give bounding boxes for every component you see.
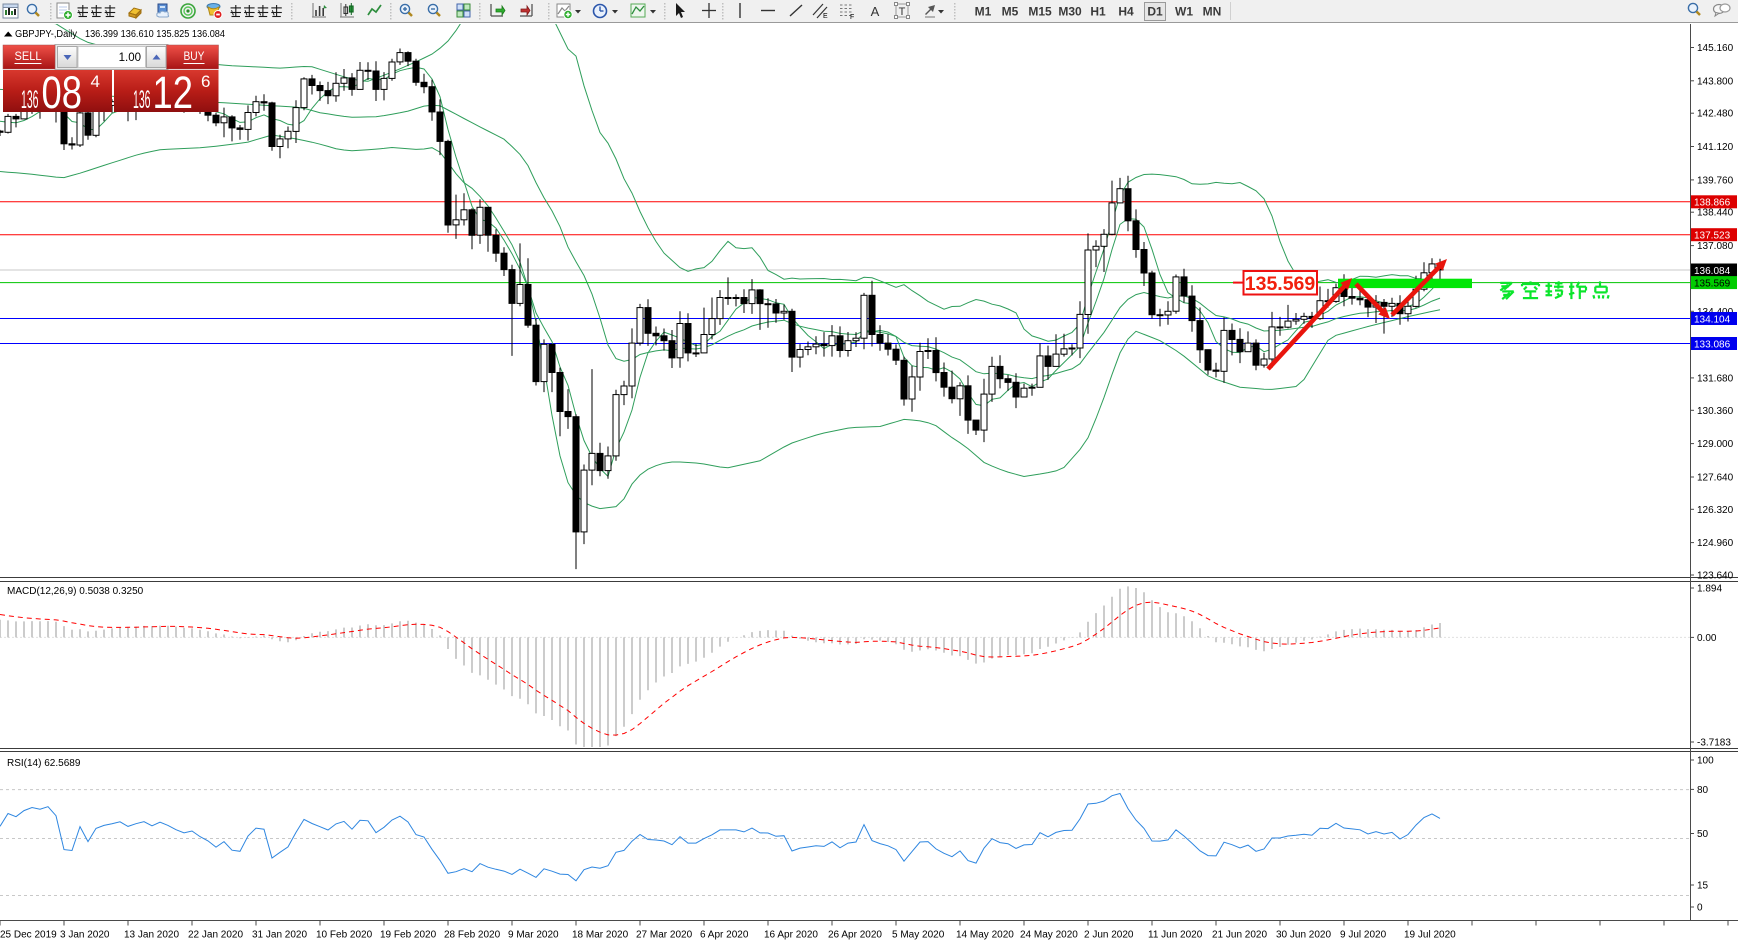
svg-text:136.399 136.610 135.825 136.08: 136.399 136.610 135.825 136.084: [85, 29, 225, 40]
svg-text:E: E: [823, 13, 828, 20]
svg-text:127.640: 127.640: [1697, 473, 1734, 484]
svg-text:80: 80: [1697, 785, 1709, 796]
svg-text:-3.7183: -3.7183: [1697, 738, 1731, 749]
svg-text:SELL: SELL: [15, 51, 43, 63]
svg-text:124.960: 124.960: [1697, 538, 1734, 549]
svg-text:100: 100: [1697, 756, 1714, 767]
svg-text:137.080: 137.080: [1697, 241, 1734, 252]
svg-text:19 Jul 2020: 19 Jul 2020: [1404, 930, 1456, 941]
svg-text:139.760: 139.760: [1697, 175, 1734, 186]
svg-text:28 Feb 2020: 28 Feb 2020: [444, 930, 501, 941]
svg-text:4: 4: [91, 72, 100, 91]
svg-text:24 May 2020: 24 May 2020: [1020, 930, 1078, 941]
svg-text:F: F: [850, 14, 854, 21]
svg-text:1.894: 1.894: [1697, 584, 1722, 595]
svg-text:19 Feb 2020: 19 Feb 2020: [380, 930, 437, 941]
svg-text:M5: M5: [1002, 5, 1019, 19]
svg-text:141.120: 141.120: [1697, 142, 1734, 153]
svg-text:143.800: 143.800: [1697, 76, 1734, 87]
svg-text:2 Jun 2020: 2 Jun 2020: [1084, 930, 1134, 941]
svg-text:T: T: [899, 6, 906, 18]
svg-text:137.523: 137.523: [1694, 231, 1731, 242]
svg-text:136: 136: [21, 86, 39, 114]
svg-text:10 Feb 2020: 10 Feb 2020: [316, 930, 373, 941]
svg-text:M15: M15: [1028, 5, 1052, 19]
svg-text:134.104: 134.104: [1694, 314, 1731, 325]
svg-text:14 May 2020: 14 May 2020: [956, 930, 1014, 941]
svg-text:D1: D1: [1147, 5, 1163, 19]
svg-text:135.569: 135.569: [1694, 278, 1731, 289]
svg-text:6 Apr 2020: 6 Apr 2020: [700, 930, 749, 941]
svg-text:131.680: 131.680: [1697, 373, 1734, 384]
svg-text:12: 12: [153, 67, 194, 118]
svg-text:133.086: 133.086: [1694, 339, 1731, 350]
svg-text:RSI(14) 62.5689: RSI(14) 62.5689: [7, 758, 81, 769]
svg-text:27 Mar 2020: 27 Mar 2020: [636, 930, 693, 941]
svg-text:5 May 2020: 5 May 2020: [892, 930, 945, 941]
svg-text:BUY: BUY: [184, 51, 205, 63]
svg-text:129.000: 129.000: [1697, 439, 1734, 450]
svg-text:A: A: [871, 4, 880, 19]
svg-text:145.160: 145.160: [1697, 43, 1734, 54]
svg-text:H1: H1: [1090, 5, 1106, 19]
svg-text:M30: M30: [1058, 5, 1082, 19]
svg-text:142.480: 142.480: [1697, 109, 1734, 120]
svg-text:25 Dec 2019: 25 Dec 2019: [0, 930, 57, 941]
svg-text:136.084: 136.084: [1694, 266, 1731, 277]
svg-text:MACD(12,26,9) 0.5038 0.3250: MACD(12,26,9) 0.5038 0.3250: [7, 586, 144, 597]
svg-text:GBPJPY-,Daily: GBPJPY-,Daily: [15, 29, 77, 40]
svg-text:08: 08: [42, 67, 83, 118]
svg-text:MN: MN: [1203, 5, 1222, 19]
svg-text:H4: H4: [1118, 5, 1134, 19]
svg-text:138.866: 138.866: [1694, 198, 1731, 209]
svg-text:22 Jan 2020: 22 Jan 2020: [188, 930, 243, 941]
svg-text:11 Jun 2020: 11 Jun 2020: [1148, 930, 1203, 941]
svg-text:123.640: 123.640: [1697, 571, 1734, 582]
svg-text:16 Apr 2020: 16 Apr 2020: [764, 930, 818, 941]
svg-text:18 Mar 2020: 18 Mar 2020: [572, 930, 629, 941]
svg-text:13 Jan 2020: 13 Jan 2020: [124, 930, 179, 941]
svg-text:126.320: 126.320: [1697, 505, 1734, 516]
svg-text:W1: W1: [1175, 5, 1193, 19]
svg-text:0.00: 0.00: [1697, 633, 1717, 644]
svg-text:0: 0: [1697, 903, 1703, 914]
svg-text:136: 136: [133, 86, 151, 114]
svg-text:6: 6: [201, 72, 210, 91]
svg-text:135.569: 135.569: [1245, 273, 1316, 295]
svg-text:3 Jan 2020: 3 Jan 2020: [60, 930, 110, 941]
svg-text:15: 15: [1697, 881, 1709, 892]
svg-text:50: 50: [1697, 829, 1709, 840]
svg-text:9 Jul 2020: 9 Jul 2020: [1340, 930, 1387, 941]
svg-text:9 Mar 2020: 9 Mar 2020: [508, 930, 559, 941]
svg-text:M1: M1: [975, 5, 992, 19]
svg-text:21 Jun 2020: 21 Jun 2020: [1212, 930, 1267, 941]
svg-text:31 Jan 2020: 31 Jan 2020: [252, 930, 307, 941]
svg-text:138.440: 138.440: [1697, 208, 1734, 219]
svg-text:130.360: 130.360: [1697, 406, 1734, 417]
svg-text:1.00: 1.00: [119, 52, 141, 64]
svg-text:26 Apr 2020: 26 Apr 2020: [828, 930, 882, 941]
svg-text:30 Jun 2020: 30 Jun 2020: [1276, 930, 1331, 941]
